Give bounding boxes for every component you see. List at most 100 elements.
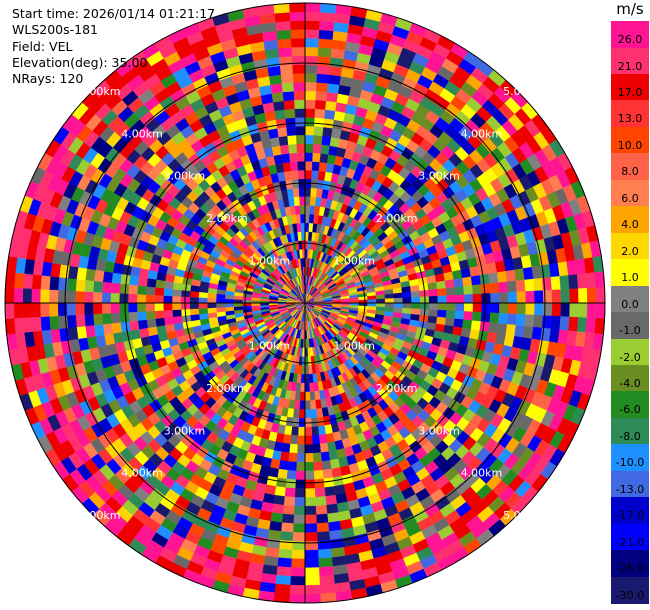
gate-cell xyxy=(267,65,282,77)
gate-cell xyxy=(304,38,320,48)
gate-cell xyxy=(304,584,321,595)
ring-label: 3.00km xyxy=(418,424,460,437)
gate-cell xyxy=(67,265,79,280)
gate-cell xyxy=(505,324,517,337)
gate-cell xyxy=(292,532,306,542)
gate-cell xyxy=(268,520,283,532)
gate-cell xyxy=(327,83,340,94)
gate-cell xyxy=(428,295,439,304)
gate-cell xyxy=(585,272,596,289)
gate-cell xyxy=(304,29,320,39)
ring-label: 1.00km xyxy=(333,339,375,352)
gate-cell xyxy=(310,408,318,419)
gate-cell xyxy=(304,532,318,542)
gate-cell xyxy=(120,273,131,285)
gate-cell xyxy=(317,425,326,436)
gate-cell xyxy=(293,505,306,516)
gate-cell xyxy=(316,73,330,84)
gate-cell xyxy=(102,323,114,335)
gate-cell xyxy=(286,126,297,136)
gate-cell xyxy=(85,325,96,338)
colorbar-tick-label: -21.0 xyxy=(615,535,645,549)
gate-cell xyxy=(277,557,292,568)
gate-cell xyxy=(309,391,316,401)
gate-cell xyxy=(136,294,147,304)
gate-cell xyxy=(281,513,295,524)
colorbar-tick-label: -26.0 xyxy=(615,562,645,576)
gate-cell xyxy=(136,302,147,312)
gate-cell xyxy=(304,125,315,136)
colorbar-tick-label: 17.0 xyxy=(617,86,643,99)
gate-cell xyxy=(498,281,509,293)
gate-cell xyxy=(318,434,328,445)
gate-cell xyxy=(84,279,95,293)
gate-cell xyxy=(525,302,535,316)
gate-cell xyxy=(326,441,337,452)
gate-cell xyxy=(534,302,544,316)
gate-cell xyxy=(298,187,306,197)
gate-cell xyxy=(278,548,293,559)
gate-cell xyxy=(462,319,473,330)
gate-cell xyxy=(128,275,140,286)
gate-cell xyxy=(290,558,306,568)
gate-cell xyxy=(110,302,120,314)
gate-cell xyxy=(110,312,121,324)
gate-cell xyxy=(516,291,527,304)
gate-cell xyxy=(198,307,208,315)
colorbar-tick-label: 6.0 xyxy=(621,191,639,205)
gate-cell xyxy=(515,279,526,293)
gate-cell xyxy=(278,460,289,471)
gate-cell xyxy=(198,297,208,304)
gate-cell xyxy=(296,461,306,472)
gate-cell xyxy=(295,470,306,481)
gate-cell xyxy=(463,294,474,304)
gate-cell xyxy=(470,320,482,331)
colorbar-tick-label: -6.0 xyxy=(619,403,641,417)
gate-cell xyxy=(279,64,294,75)
gate-cell xyxy=(163,302,173,311)
gate-cell xyxy=(376,302,386,308)
gate-cell xyxy=(454,310,465,320)
gate-cell xyxy=(282,91,295,102)
gate-cell xyxy=(282,161,292,172)
gate-cell xyxy=(308,365,313,375)
gate-cell xyxy=(313,461,323,472)
gate-cell xyxy=(137,319,148,330)
gate-cell xyxy=(290,426,299,436)
gate-cell xyxy=(297,161,306,171)
gate-cell xyxy=(507,291,518,304)
colorbar-tick-label: -4.0 xyxy=(619,377,641,390)
gate-cell xyxy=(145,302,155,312)
gate-cell xyxy=(460,267,472,279)
gate-cell xyxy=(524,278,535,292)
gate-cell xyxy=(304,593,321,604)
gate-cell xyxy=(410,290,421,298)
colorbar-tick-label: 26.0 xyxy=(617,33,643,46)
gate-cell xyxy=(411,302,421,310)
gate-cell xyxy=(294,488,306,498)
gate-cell xyxy=(317,47,332,58)
gate-cell xyxy=(40,275,51,290)
gate-cell xyxy=(310,187,318,198)
ring-label: 3.00km xyxy=(418,170,460,183)
gate-cell xyxy=(4,287,15,304)
gate-cell xyxy=(13,302,24,319)
gate-cell xyxy=(367,302,377,307)
nrays-text: NRays: 120 xyxy=(12,71,84,87)
gate-cell xyxy=(172,309,182,318)
gate-cell xyxy=(320,451,331,462)
gate-cell xyxy=(428,288,438,297)
gate-cell xyxy=(299,391,306,401)
gate-cell xyxy=(569,288,579,304)
gate-cell xyxy=(155,317,166,327)
gate-cell xyxy=(293,196,301,206)
gate-cell xyxy=(586,302,597,319)
metadata-panel: Start time: 2026/01/14 01:21:17 WLS200s-… xyxy=(12,6,215,87)
gate-cell xyxy=(312,143,322,154)
gate-cell xyxy=(299,400,306,410)
gate-cell xyxy=(327,512,340,523)
gate-cell xyxy=(304,426,313,437)
gate-cell xyxy=(304,161,313,171)
gate-cell xyxy=(128,284,138,295)
gate-cell xyxy=(319,20,335,32)
